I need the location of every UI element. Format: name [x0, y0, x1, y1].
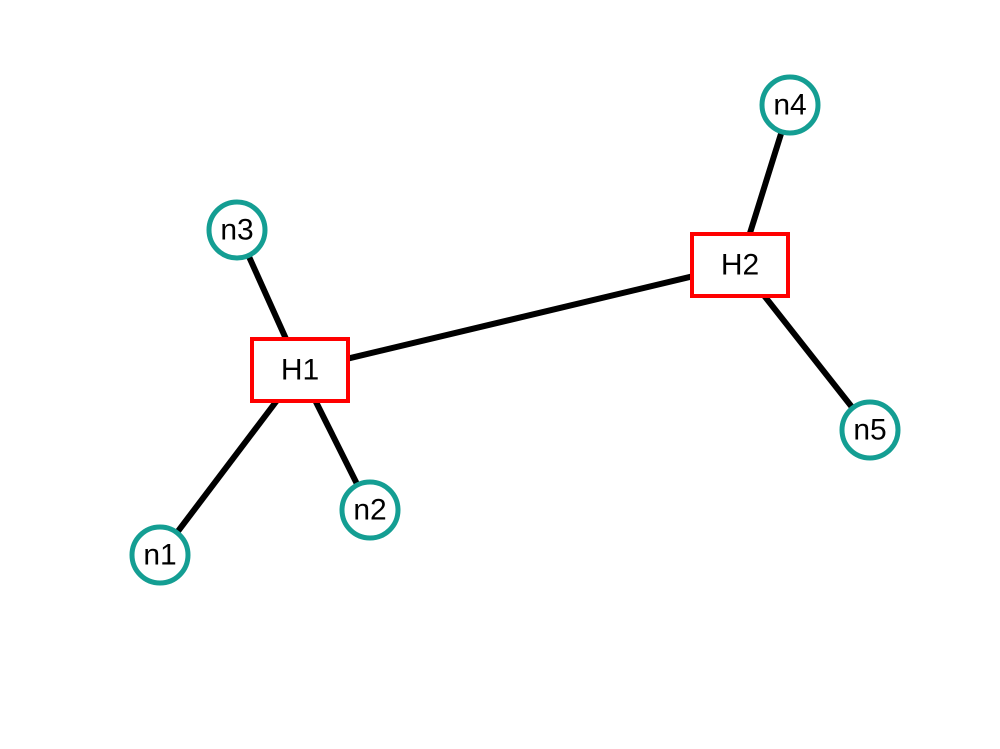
- node-label-n2: n2: [353, 494, 386, 527]
- edge-H1-n3: [248, 256, 286, 339]
- edges-layer: [177, 132, 853, 533]
- edge-H1-n1: [177, 401, 277, 533]
- node-label-n1: n1: [143, 539, 176, 572]
- nodes-layer: n1 n2 n3 n4 n5: [132, 77, 898, 583]
- edge-H1-H2: [348, 276, 692, 358]
- edge-H1-n2: [316, 401, 358, 485]
- node-label-n5: n5: [853, 414, 886, 447]
- network-diagram: H1 H2 n1 n2 n3 n4 n5: [0, 0, 1000, 749]
- node-label-n4: n4: [773, 89, 806, 122]
- hub-label-H1: H1: [281, 354, 319, 387]
- edge-H2-n5: [764, 296, 852, 408]
- edge-H2-n4: [750, 132, 782, 234]
- node-label-n3: n3: [220, 214, 253, 247]
- hub-label-H2: H2: [721, 249, 759, 282]
